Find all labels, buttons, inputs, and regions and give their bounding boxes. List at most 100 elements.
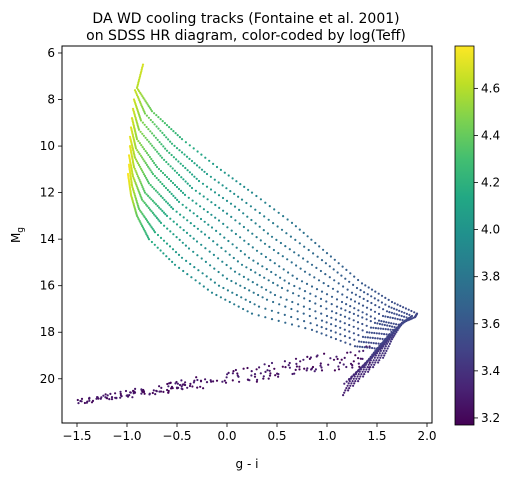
track-point (180, 176, 183, 179)
track-point (356, 345, 359, 348)
track-point (157, 178, 160, 182)
track-point (387, 328, 390, 331)
track-point (369, 355, 372, 358)
track-point (277, 211, 280, 214)
scatter-point (332, 358, 336, 361)
track-point (222, 286, 225, 290)
track-point (166, 227, 169, 230)
scatter-point (129, 391, 132, 394)
track-point (173, 263, 177, 266)
track-point (362, 368, 365, 371)
track-point (180, 151, 184, 154)
track-point (204, 156, 207, 159)
track-point (397, 323, 400, 326)
track-point (385, 321, 388, 324)
track-point (178, 266, 181, 269)
track-point (138, 90, 141, 93)
track-point (138, 165, 142, 168)
track-point (143, 216, 146, 219)
track-point (410, 309, 413, 313)
track-point (172, 233, 175, 236)
track-point (318, 245, 321, 248)
track-point (299, 267, 302, 270)
track-point (377, 354, 380, 357)
track-point (249, 300, 252, 304)
track-point (269, 259, 272, 262)
track-point (155, 176, 158, 180)
track-point (290, 323, 294, 326)
track-point (208, 250, 211, 253)
track-point (154, 215, 157, 218)
track-point (273, 262, 276, 265)
track-point (335, 298, 339, 301)
track-point (344, 341, 347, 344)
track-point (209, 175, 212, 178)
track-point (384, 303, 387, 306)
scatter-point (342, 363, 345, 366)
track-point (138, 191, 141, 194)
track-point (153, 112, 156, 115)
track-point (157, 167, 161, 171)
track-point (344, 389, 347, 392)
track-point (140, 144, 143, 147)
track-point (261, 265, 264, 268)
track-point (157, 218, 160, 221)
track-point (346, 384, 349, 387)
track-point (162, 211, 165, 214)
track-point (153, 231, 157, 234)
scatter-point (354, 354, 357, 357)
track-point (194, 279, 197, 282)
scatter-point (329, 357, 332, 360)
track-point (197, 179, 201, 183)
track-point (142, 158, 145, 161)
track-point (197, 269, 200, 272)
track-point (141, 186, 144, 189)
track-point (137, 80, 140, 83)
track-point (382, 340, 385, 343)
track-point (368, 331, 371, 334)
scatter-point (368, 361, 371, 364)
scatter-point (205, 381, 209, 384)
scatter-point (158, 385, 161, 388)
track-point (276, 225, 279, 228)
track-point (306, 235, 309, 238)
track-point (155, 125, 158, 128)
track-point (163, 224, 166, 227)
track-point (372, 326, 375, 329)
track-point (226, 289, 229, 292)
scatter-point (294, 357, 298, 360)
track-point (231, 177, 234, 180)
track-point (353, 307, 356, 310)
track-point (149, 208, 152, 211)
track-point (198, 282, 201, 285)
track-point (186, 169, 189, 172)
track-point (254, 222, 257, 225)
track-point (175, 210, 178, 213)
cooling-track (130, 117, 403, 378)
track-point (177, 200, 181, 203)
scatter-point (337, 368, 341, 371)
track-point (334, 331, 337, 334)
track-point (137, 81, 140, 84)
track-point (145, 233, 148, 236)
track-point (147, 236, 150, 239)
track-point (360, 340, 363, 343)
track-point (265, 268, 268, 271)
track-point (152, 229, 155, 232)
track-point (256, 283, 259, 286)
track-point (330, 336, 333, 339)
track-point (308, 299, 311, 303)
track-point (206, 288, 209, 291)
track-point (333, 258, 336, 261)
track-point (360, 373, 363, 376)
track-point (144, 217, 147, 220)
track-point (240, 198, 244, 201)
track-point (139, 91, 142, 94)
scatter-point (273, 367, 276, 370)
track-point (345, 268, 348, 271)
track-point (152, 146, 155, 149)
track-point (396, 303, 399, 306)
track-point (150, 210, 153, 213)
track-point (362, 297, 365, 300)
track-point (358, 377, 361, 380)
